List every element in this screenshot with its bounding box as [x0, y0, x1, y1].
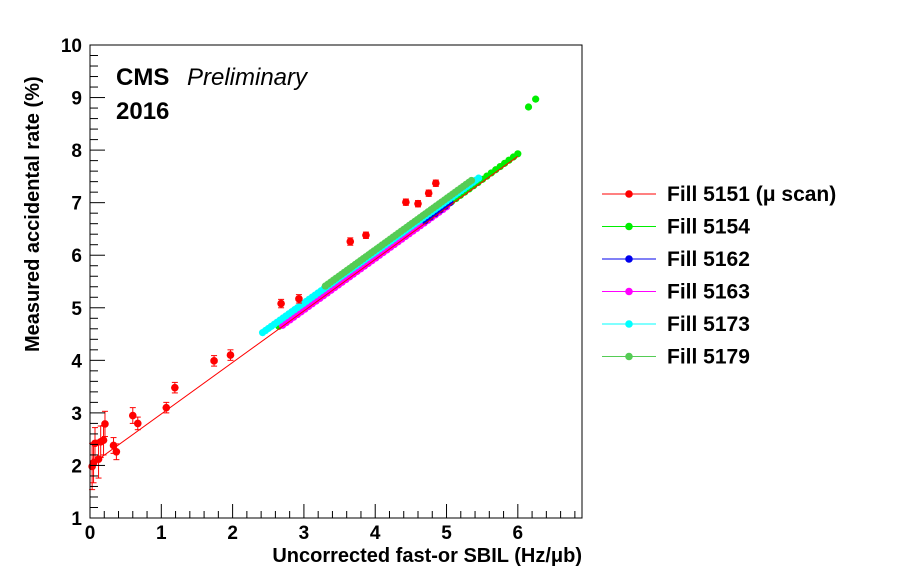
data-point [99, 436, 108, 445]
x-tick-label: 5 [441, 523, 452, 544]
legend-label: Fill 5179 [667, 346, 750, 369]
data-point [362, 231, 370, 240]
y-tick-label: 2 [71, 456, 82, 477]
annotation-year: 2016 [116, 98, 169, 125]
legend-marker [625, 320, 633, 328]
series-fill-5179 [321, 176, 476, 290]
legend-marker [625, 255, 633, 263]
y-tick-label: 4 [71, 351, 82, 372]
data-point [346, 237, 355, 246]
data-point [162, 403, 171, 412]
legend-marker [625, 190, 633, 198]
data-point [467, 176, 476, 185]
x-tick-label: 1 [156, 523, 167, 544]
data-point [171, 383, 179, 392]
data-point [402, 198, 410, 206]
legend-label: Fill 5173 [667, 313, 750, 336]
y-tick-label: 1 [71, 509, 82, 530]
data-point [514, 150, 522, 158]
y-axis-label: Measured accidental rate (%) [22, 76, 44, 352]
y-tick-label: 8 [71, 141, 82, 162]
legend-label: Fill 5162 [667, 248, 750, 271]
x-tick-label: 2 [227, 523, 238, 544]
legend-marker [625, 352, 633, 361]
annotation-experiment: CMS [116, 64, 169, 91]
data-point [101, 420, 109, 428]
annotation-status: Preliminary [187, 64, 309, 91]
legend-label: Fill 5154 [667, 216, 750, 239]
plot-frame [89, 44, 583, 519]
data-point [295, 295, 303, 303]
data-point [475, 174, 483, 182]
data-point [524, 103, 533, 111]
x-axis-label: Uncorrected fast-or SBIL (Hz/μb) [272, 545, 582, 567]
y-tick-label: 9 [71, 89, 82, 110]
data-point [532, 95, 540, 103]
legend-marker [625, 287, 633, 296]
data-point [133, 419, 142, 428]
y-tick-label: 5 [71, 299, 82, 320]
legend-label: Fill 5163 [667, 281, 750, 304]
x-tick-label: 6 [513, 523, 524, 544]
data-point [128, 411, 137, 420]
legend-marker [625, 222, 633, 231]
x-tick-label: 0 [85, 523, 96, 544]
data-point [112, 447, 121, 456]
data-point [414, 199, 422, 208]
data-point [210, 357, 218, 365]
data-point [277, 299, 285, 308]
data-point [226, 351, 235, 359]
y-tick-label: 10 [61, 36, 82, 57]
fit-line [89, 156, 519, 466]
data-point [94, 455, 103, 463]
x-tick-label: 3 [299, 523, 310, 544]
data-point [424, 189, 433, 198]
y-tick-label: 3 [71, 404, 82, 425]
data-point [432, 179, 440, 188]
data-point [91, 439, 99, 448]
x-tick-label: 4 [370, 523, 381, 544]
y-tick-label: 6 [71, 246, 82, 267]
legend-label: Fill 5151 (μ scan) [667, 183, 836, 206]
y-tick-label: 7 [71, 194, 82, 215]
legend: Fill 5151 (μ scan) Fill 5154 Fill 5162 Fill… [602, 183, 836, 369]
